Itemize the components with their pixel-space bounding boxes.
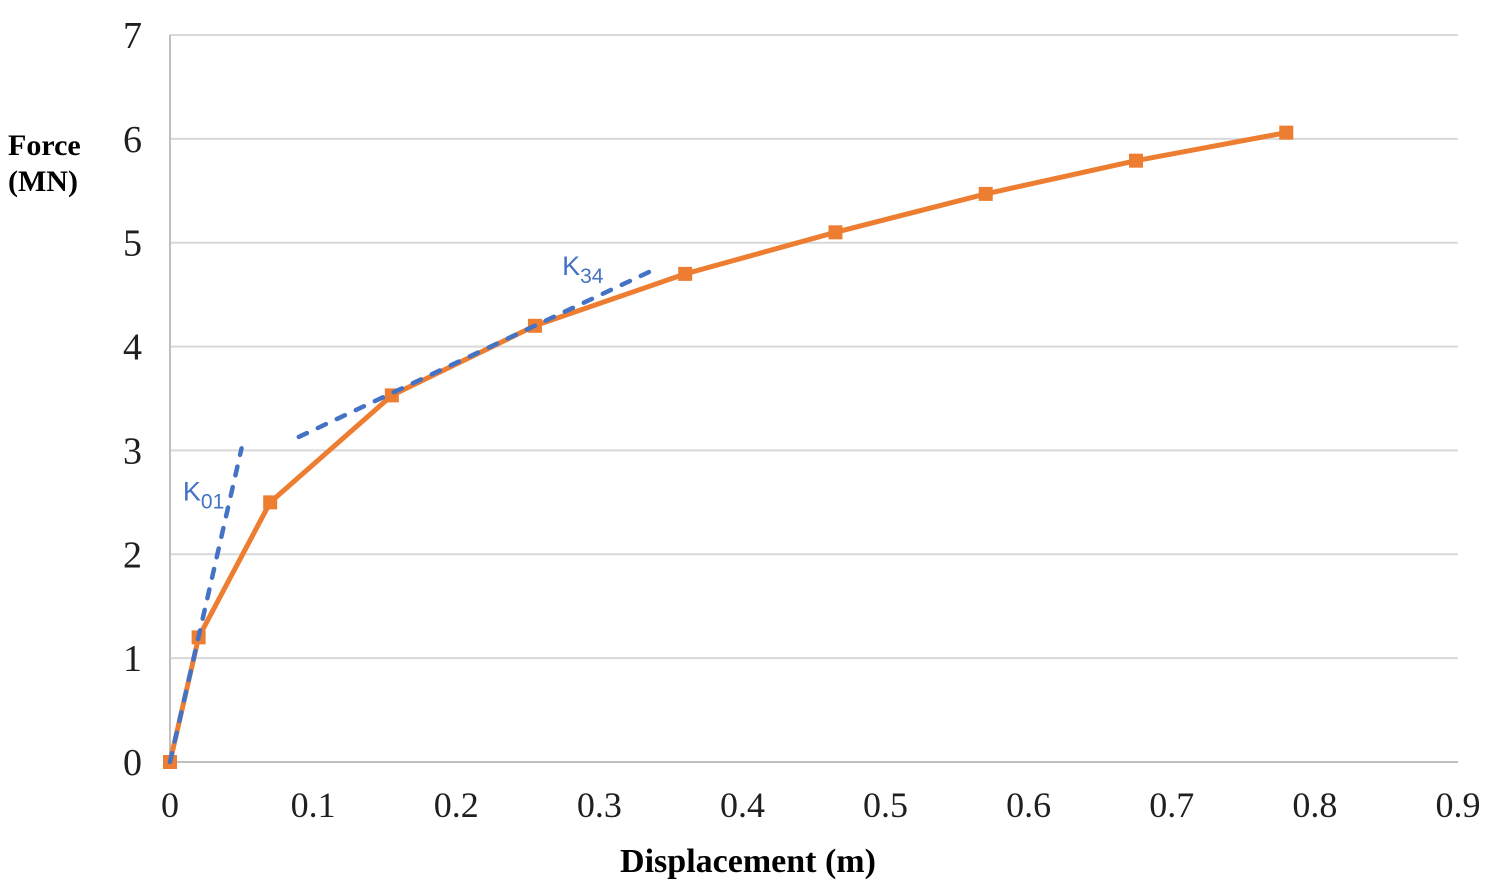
x-tick-label: 0.9	[1436, 785, 1481, 825]
k01-label: K01	[183, 476, 224, 513]
data-point-marker	[1129, 153, 1143, 168]
y-axis-title-line1: Force	[8, 129, 81, 162]
data-point-marker	[263, 495, 278, 510]
force-displacement-curve	[167, 130, 1289, 765]
data-point-marker	[828, 225, 843, 240]
x-tick-label: 0.3	[577, 785, 622, 825]
x-tick-label: 0.5	[863, 785, 908, 825]
y-tick-label: 5	[123, 223, 142, 265]
y-tick-label: 3	[123, 430, 142, 472]
k34-stiffness-line	[296, 269, 652, 440]
x-tick-label: 0.1	[291, 785, 336, 825]
x-tick-label: 0	[161, 785, 179, 825]
data-point-marker	[978, 186, 993, 201]
y-axis-title-line2: (MN)	[8, 165, 78, 198]
x-axis-title: Displacement (m)	[620, 843, 876, 880]
x-tick-label: 0.6	[1006, 785, 1051, 825]
x-tick-label: 0.2	[434, 785, 479, 825]
x-tick-label: 0.4	[720, 785, 765, 825]
x-tick-label: 0.8	[1292, 785, 1337, 825]
y-tick-label: 0	[123, 742, 142, 784]
k34-label: K34	[562, 251, 604, 288]
data-point-marker	[1279, 125, 1294, 140]
data-point-marker	[678, 266, 693, 281]
y-tick-label: 7	[123, 15, 142, 57]
y-tick-label: 6	[123, 119, 142, 161]
y-axis-title: Force (MN)	[8, 128, 81, 200]
y-tick-label: 2	[123, 534, 142, 576]
x-tick-label: 0.7	[1149, 785, 1194, 825]
y-tick-label: 1	[123, 638, 142, 680]
y-tick-label: 4	[123, 327, 142, 369]
